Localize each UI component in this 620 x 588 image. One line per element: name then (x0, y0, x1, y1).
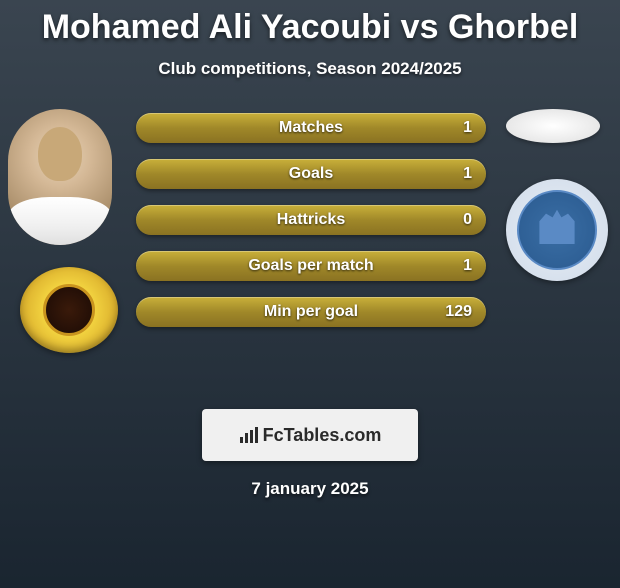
stat-label: Min per goal (136, 303, 486, 321)
stat-row-goals: Goals 1 (136, 159, 486, 189)
player-right-column (506, 109, 608, 281)
player-left-column (8, 109, 118, 353)
stat-value: 1 (463, 257, 472, 275)
date-label: 7 january 2025 (0, 479, 620, 499)
stats-bars: Matches 1 Goals 1 Hattricks 0 Goals per … (136, 113, 486, 343)
stat-value: 129 (445, 303, 472, 321)
player-right-photo-placeholder (506, 109, 600, 143)
club-badge-right-icon (506, 179, 608, 281)
club-badge-left-icon (20, 267, 118, 353)
stat-value: 1 (463, 165, 472, 183)
player-right-club (506, 179, 608, 281)
stat-label: Goals per match (136, 257, 486, 275)
stat-value: 0 (463, 211, 472, 229)
page-title: Mohamed Ali Yacoubi vs Ghorbel (0, 8, 620, 47)
subtitle: Club competitions, Season 2024/2025 (0, 59, 620, 79)
chart-icon (239, 427, 259, 443)
stat-label: Hattricks (136, 211, 486, 229)
stat-label: Goals (136, 165, 486, 183)
stat-row-min-per-goal: Min per goal 129 (136, 297, 486, 327)
stat-value: 1 (463, 119, 472, 137)
comparison-content: Matches 1 Goals 1 Hattricks 0 Goals per … (0, 109, 620, 389)
player-left-photo (8, 109, 112, 245)
brand-text: FcTables.com (263, 425, 382, 446)
stat-row-goals-per-match: Goals per match 1 (136, 251, 486, 281)
stat-row-hattricks: Hattricks 0 (136, 205, 486, 235)
brand-box: FcTables.com (202, 409, 418, 461)
stat-row-matches: Matches 1 (136, 113, 486, 143)
stat-label: Matches (136, 119, 486, 137)
player-left-club (20, 267, 118, 353)
